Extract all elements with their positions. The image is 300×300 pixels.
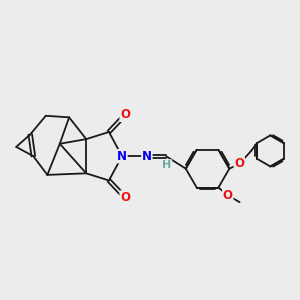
Text: O: O — [120, 191, 130, 204]
Text: O: O — [234, 158, 244, 170]
Text: O: O — [223, 189, 233, 202]
Text: N: N — [117, 150, 127, 163]
Text: O: O — [120, 108, 130, 122]
Text: H: H — [162, 160, 171, 170]
Text: N: N — [142, 150, 152, 163]
